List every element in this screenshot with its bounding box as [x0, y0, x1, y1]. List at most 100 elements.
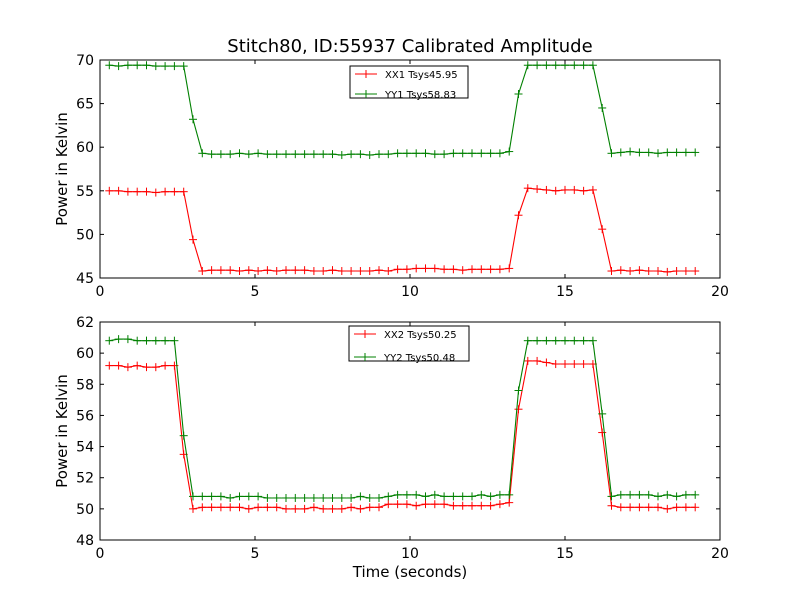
data-point [430, 150, 439, 159]
data-point [495, 149, 504, 158]
data-point [254, 492, 263, 501]
data-point [123, 61, 132, 70]
data-point [170, 62, 179, 71]
data-point [561, 360, 569, 369]
data-point [235, 503, 244, 512]
data-point [616, 490, 625, 499]
data-point [654, 149, 662, 158]
data-point [309, 503, 318, 512]
data-point [356, 504, 365, 513]
data-point [365, 503, 374, 512]
data-point [337, 504, 346, 513]
data-point [347, 150, 356, 159]
data-point [616, 148, 625, 157]
data-point [449, 149, 458, 158]
y-tick-label: 65 [76, 97, 94, 113]
data-point [309, 267, 318, 276]
series-line-1-2 [109, 64, 696, 156]
legend-label: XX2 Tsys50.25 [384, 330, 457, 341]
data-point [495, 500, 504, 509]
data-point [189, 504, 197, 513]
legend-item: YY1 Tsys58.83 [355, 90, 456, 101]
data-point [402, 265, 411, 274]
data-point [505, 498, 514, 507]
x-tick-label: 20 [711, 546, 729, 562]
data-point [523, 61, 532, 70]
data-point [440, 150, 449, 159]
series-line-2-2 [109, 338, 696, 499]
data-point [458, 266, 467, 275]
data-point [421, 492, 430, 501]
data-point [440, 492, 449, 501]
data-point [309, 150, 318, 159]
data-point [105, 336, 114, 345]
data-point [244, 266, 253, 275]
data-point [588, 336, 597, 345]
data-point [207, 150, 216, 159]
data-point [328, 150, 337, 159]
data-point [477, 490, 486, 499]
data-point [579, 336, 588, 345]
legend: XX2 Tsys50.25 YY2 Tsys50.48 [348, 325, 470, 364]
data-point [384, 500, 393, 509]
data-point [114, 62, 123, 71]
data-point [523, 184, 532, 193]
data-point [337, 493, 346, 502]
data-point [384, 267, 393, 276]
data-point [393, 490, 402, 499]
data-point [412, 149, 421, 158]
y-tick-label: 60 [76, 140, 94, 156]
data-point [291, 504, 300, 513]
data-point [114, 335, 123, 344]
data-point [170, 336, 179, 345]
data-point [347, 503, 356, 512]
data-point [179, 431, 188, 440]
data-point [356, 150, 365, 159]
data-point [263, 503, 272, 512]
data-point [216, 150, 225, 159]
data-point [542, 61, 551, 70]
data-point [226, 150, 235, 159]
x-tick-label: 20 [711, 284, 729, 300]
data-point [151, 336, 160, 345]
data-point [254, 149, 263, 158]
data-point [384, 492, 393, 501]
data-point [514, 90, 523, 99]
data-point [161, 62, 170, 71]
data-point [607, 501, 616, 510]
data-point [421, 500, 430, 509]
data-point [486, 149, 495, 158]
data-point [244, 492, 253, 501]
data-point [309, 493, 318, 502]
data-point [300, 266, 309, 275]
data-point [440, 265, 449, 274]
data-point [365, 493, 374, 502]
data-point [365, 267, 374, 276]
data-point [319, 150, 328, 159]
data-point [477, 149, 486, 158]
data-point [226, 266, 235, 275]
data-point [681, 267, 690, 276]
data-point [133, 61, 142, 70]
data-point [598, 409, 607, 418]
data-point [644, 267, 653, 276]
data-point [272, 267, 281, 276]
data-point [551, 186, 560, 195]
data-point [421, 149, 430, 158]
data-point [654, 492, 662, 501]
data-point [635, 490, 644, 499]
data-point [282, 493, 290, 502]
y-tick-label: 48 [76, 533, 94, 549]
data-point [291, 493, 300, 502]
data-point [644, 503, 653, 512]
data-point [486, 501, 495, 510]
x-tick-label: 5 [251, 546, 260, 562]
data-point [300, 150, 309, 159]
data-point [319, 504, 328, 513]
data-point [495, 490, 504, 499]
data-point [337, 151, 346, 160]
data-point [133, 187, 142, 196]
legend-box [348, 325, 470, 362]
data-point [421, 264, 430, 273]
data-point [142, 336, 151, 345]
